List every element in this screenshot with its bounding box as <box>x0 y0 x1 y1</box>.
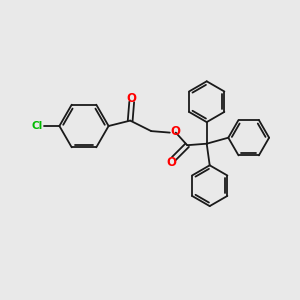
Text: O: O <box>166 156 176 169</box>
Text: O: O <box>127 92 137 105</box>
Text: Cl: Cl <box>32 121 43 131</box>
Text: O: O <box>170 125 180 138</box>
